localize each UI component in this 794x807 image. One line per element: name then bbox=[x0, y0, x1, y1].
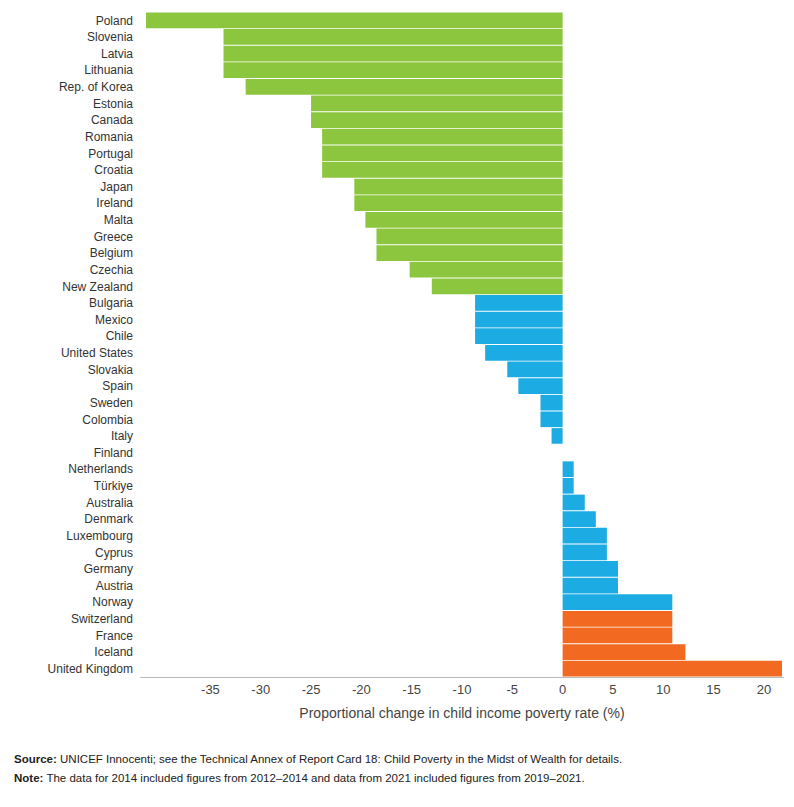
svg-text:Germany: Germany bbox=[84, 562, 133, 576]
svg-text:0: 0 bbox=[559, 682, 566, 697]
svg-text:Switzerland: Switzerland bbox=[71, 612, 133, 626]
svg-text:Spain: Spain bbox=[102, 379, 133, 393]
svg-text:5: 5 bbox=[609, 682, 616, 697]
svg-text:Ireland: Ireland bbox=[96, 196, 133, 210]
html-text:Source: UNICEF Innocenti; see: Source: UNICEF Innocenti; see the Techni… bbox=[14, 753, 623, 765]
svg-text:Greece: Greece bbox=[94, 230, 134, 244]
svg-text:Luxembourg: Luxembourg bbox=[66, 529, 133, 543]
svg-text:Romania: Romania bbox=[85, 130, 133, 144]
svg-text:Latvia: Latvia bbox=[101, 47, 133, 61]
svg-text:Netherlands: Netherlands bbox=[68, 462, 133, 476]
svg-text:Austria: Austria bbox=[96, 579, 134, 593]
svg-text:Cyprus: Cyprus bbox=[95, 546, 133, 560]
svg-text:Iceland: Iceland bbox=[94, 645, 133, 659]
svg-text:United Kingdom: United Kingdom bbox=[48, 662, 133, 676]
svg-text:Finland: Finland bbox=[94, 446, 133, 460]
svg-text:Slovakia: Slovakia bbox=[88, 363, 134, 377]
svg-text:Estonia: Estonia bbox=[93, 97, 133, 111]
svg-text:Chile: Chile bbox=[106, 329, 134, 343]
svg-text:Croatia: Croatia bbox=[94, 163, 133, 177]
svg-text:France: France bbox=[96, 629, 134, 643]
svg-text:Japan: Japan bbox=[100, 180, 133, 194]
svg-text:Slovenia: Slovenia bbox=[87, 30, 133, 44]
svg-text:Lithuania: Lithuania bbox=[84, 63, 133, 77]
html-text:Note: The data for 2014 includ: Note: The data for 2014 included figures… bbox=[14, 772, 585, 784]
svg-text:Poland: Poland bbox=[96, 14, 133, 28]
svg-text:Norway: Norway bbox=[92, 595, 133, 609]
svg-text:Colombia: Colombia bbox=[82, 413, 133, 427]
svg-text:20: 20 bbox=[757, 682, 771, 697]
svg-text:Canada: Canada bbox=[91, 113, 133, 127]
svg-text:Malta: Malta bbox=[104, 213, 134, 227]
svg-text:-5: -5 bbox=[507, 682, 519, 697]
svg-text:Rep. of Korea: Rep. of Korea bbox=[59, 80, 133, 94]
svg-text:15: 15 bbox=[706, 682, 720, 697]
svg-text:-15: -15 bbox=[402, 682, 421, 697]
svg-text:Bulgaria: Bulgaria bbox=[89, 296, 133, 310]
svg-text:10: 10 bbox=[656, 682, 670, 697]
svg-text:Czechia: Czechia bbox=[90, 263, 134, 277]
svg-text:Proportional change in child i: Proportional change in child income pove… bbox=[299, 705, 624, 721]
svg-text:-30: -30 bbox=[251, 682, 270, 697]
svg-text:New Zealand: New Zealand bbox=[62, 280, 133, 294]
svg-text:Türkiye: Türkiye bbox=[94, 479, 134, 493]
svg-text:Belgium: Belgium bbox=[90, 246, 133, 260]
svg-text:-35: -35 bbox=[201, 682, 220, 697]
svg-text:United States: United States bbox=[61, 346, 133, 360]
svg-text:Italy: Italy bbox=[111, 429, 133, 443]
svg-text:Denmark: Denmark bbox=[84, 512, 134, 526]
svg-text:Portugal: Portugal bbox=[88, 147, 133, 161]
svg-text:-25: -25 bbox=[302, 682, 321, 697]
svg-text:Australia: Australia bbox=[86, 496, 133, 510]
svg-text:-20: -20 bbox=[352, 682, 371, 697]
svg-text:Sweden: Sweden bbox=[90, 396, 133, 410]
svg-text:-10: -10 bbox=[453, 682, 472, 697]
svg-text:Mexico: Mexico bbox=[95, 313, 133, 327]
